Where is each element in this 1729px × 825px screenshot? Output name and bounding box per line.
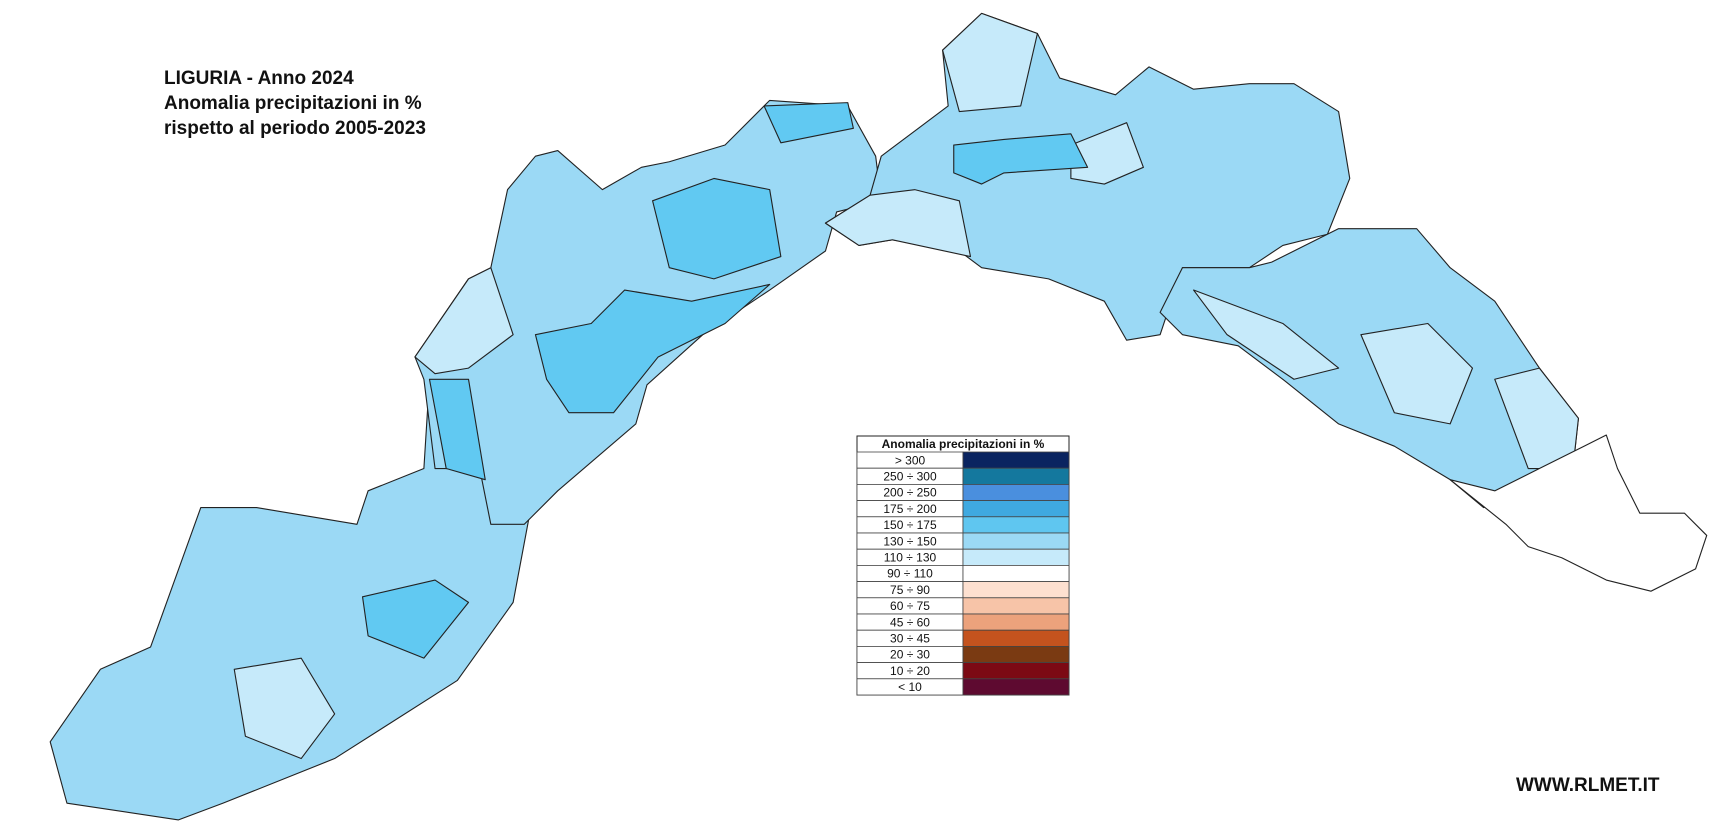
title-line: Anomalia precipitazioni in %	[164, 93, 422, 114]
map-area-central-light	[414, 267, 514, 375]
legend-swatch	[962, 613, 1070, 631]
legend-swatch	[962, 483, 1070, 501]
map-area-central-dark	[652, 177, 782, 280]
liguria-map	[49, 12, 1708, 821]
legend-label: > 300	[895, 453, 926, 467]
map-area-east-light	[1360, 322, 1474, 425]
legend-title: Anomalia precipitazioni in %	[882, 437, 1045, 451]
legend-label: 90 ÷ 110	[887, 567, 933, 581]
map-area-west-light	[233, 657, 336, 760]
legend-swatch	[962, 581, 1070, 599]
legend-label: 10 ÷ 20	[890, 664, 930, 678]
legend-label: 175 ÷ 200	[883, 502, 937, 516]
legend-label: 45 ÷ 60	[890, 615, 930, 629]
legend-swatch	[962, 662, 1070, 680]
legend-swatch	[962, 646, 1070, 664]
legend-label: 200 ÷ 250	[883, 486, 937, 500]
legend-swatch	[962, 467, 1070, 485]
title-line: LIGURIA - Anno 2024	[164, 68, 354, 89]
map-area-central-dark	[763, 102, 854, 144]
map-area-east-white	[1449, 434, 1708, 592]
map-area-genoa-light	[824, 189, 972, 258]
legend-label: 75 ÷ 90	[890, 583, 930, 597]
legend-label: 150 ÷ 175	[883, 518, 937, 532]
legend-swatch	[962, 565, 1070, 583]
legend-label: 130 ÷ 150	[883, 534, 937, 548]
map-area-genoa-light	[942, 12, 1038, 113]
map-area-genoa-light	[1070, 122, 1144, 185]
title-line: rispetto al periodo 2005-2023	[164, 118, 426, 139]
legend-swatch	[962, 532, 1070, 550]
legend-label: 110 ÷ 130	[884, 550, 937, 564]
map-area-east-light	[1193, 289, 1340, 380]
legend-swatch	[962, 597, 1070, 615]
legend: Anomalia precipitazioni in % > 300 250 ÷ 3…	[856, 435, 1070, 696]
title-block: LIGURIA - Anno 2024 Anomalia precipitazi…	[164, 68, 426, 139]
legend-swatch	[962, 500, 1070, 518]
legend-swatch	[962, 451, 1070, 469]
map-area-east-light	[1494, 367, 1579, 470]
map-area-central-dark	[428, 378, 486, 481]
legend-label: 20 ÷ 30	[890, 648, 930, 662]
map-area-central-dark	[534, 283, 771, 414]
legend-swatch	[962, 548, 1070, 566]
legend-label: 60 ÷ 75	[890, 599, 930, 613]
legend-swatch	[962, 629, 1070, 647]
map-area-east	[1159, 228, 1579, 509]
footer: WWW.RLMET.IT	[1516, 775, 1660, 796]
legend-label: < 10	[898, 680, 922, 694]
map-area-west-dark	[361, 579, 470, 659]
legend-swatch	[962, 516, 1070, 534]
map-area-genoa-dark	[953, 133, 1089, 185]
legend-swatch	[962, 678, 1070, 696]
legend-label: 250 ÷ 300	[883, 469, 937, 483]
legend-label: 30 ÷ 45	[890, 631, 930, 645]
